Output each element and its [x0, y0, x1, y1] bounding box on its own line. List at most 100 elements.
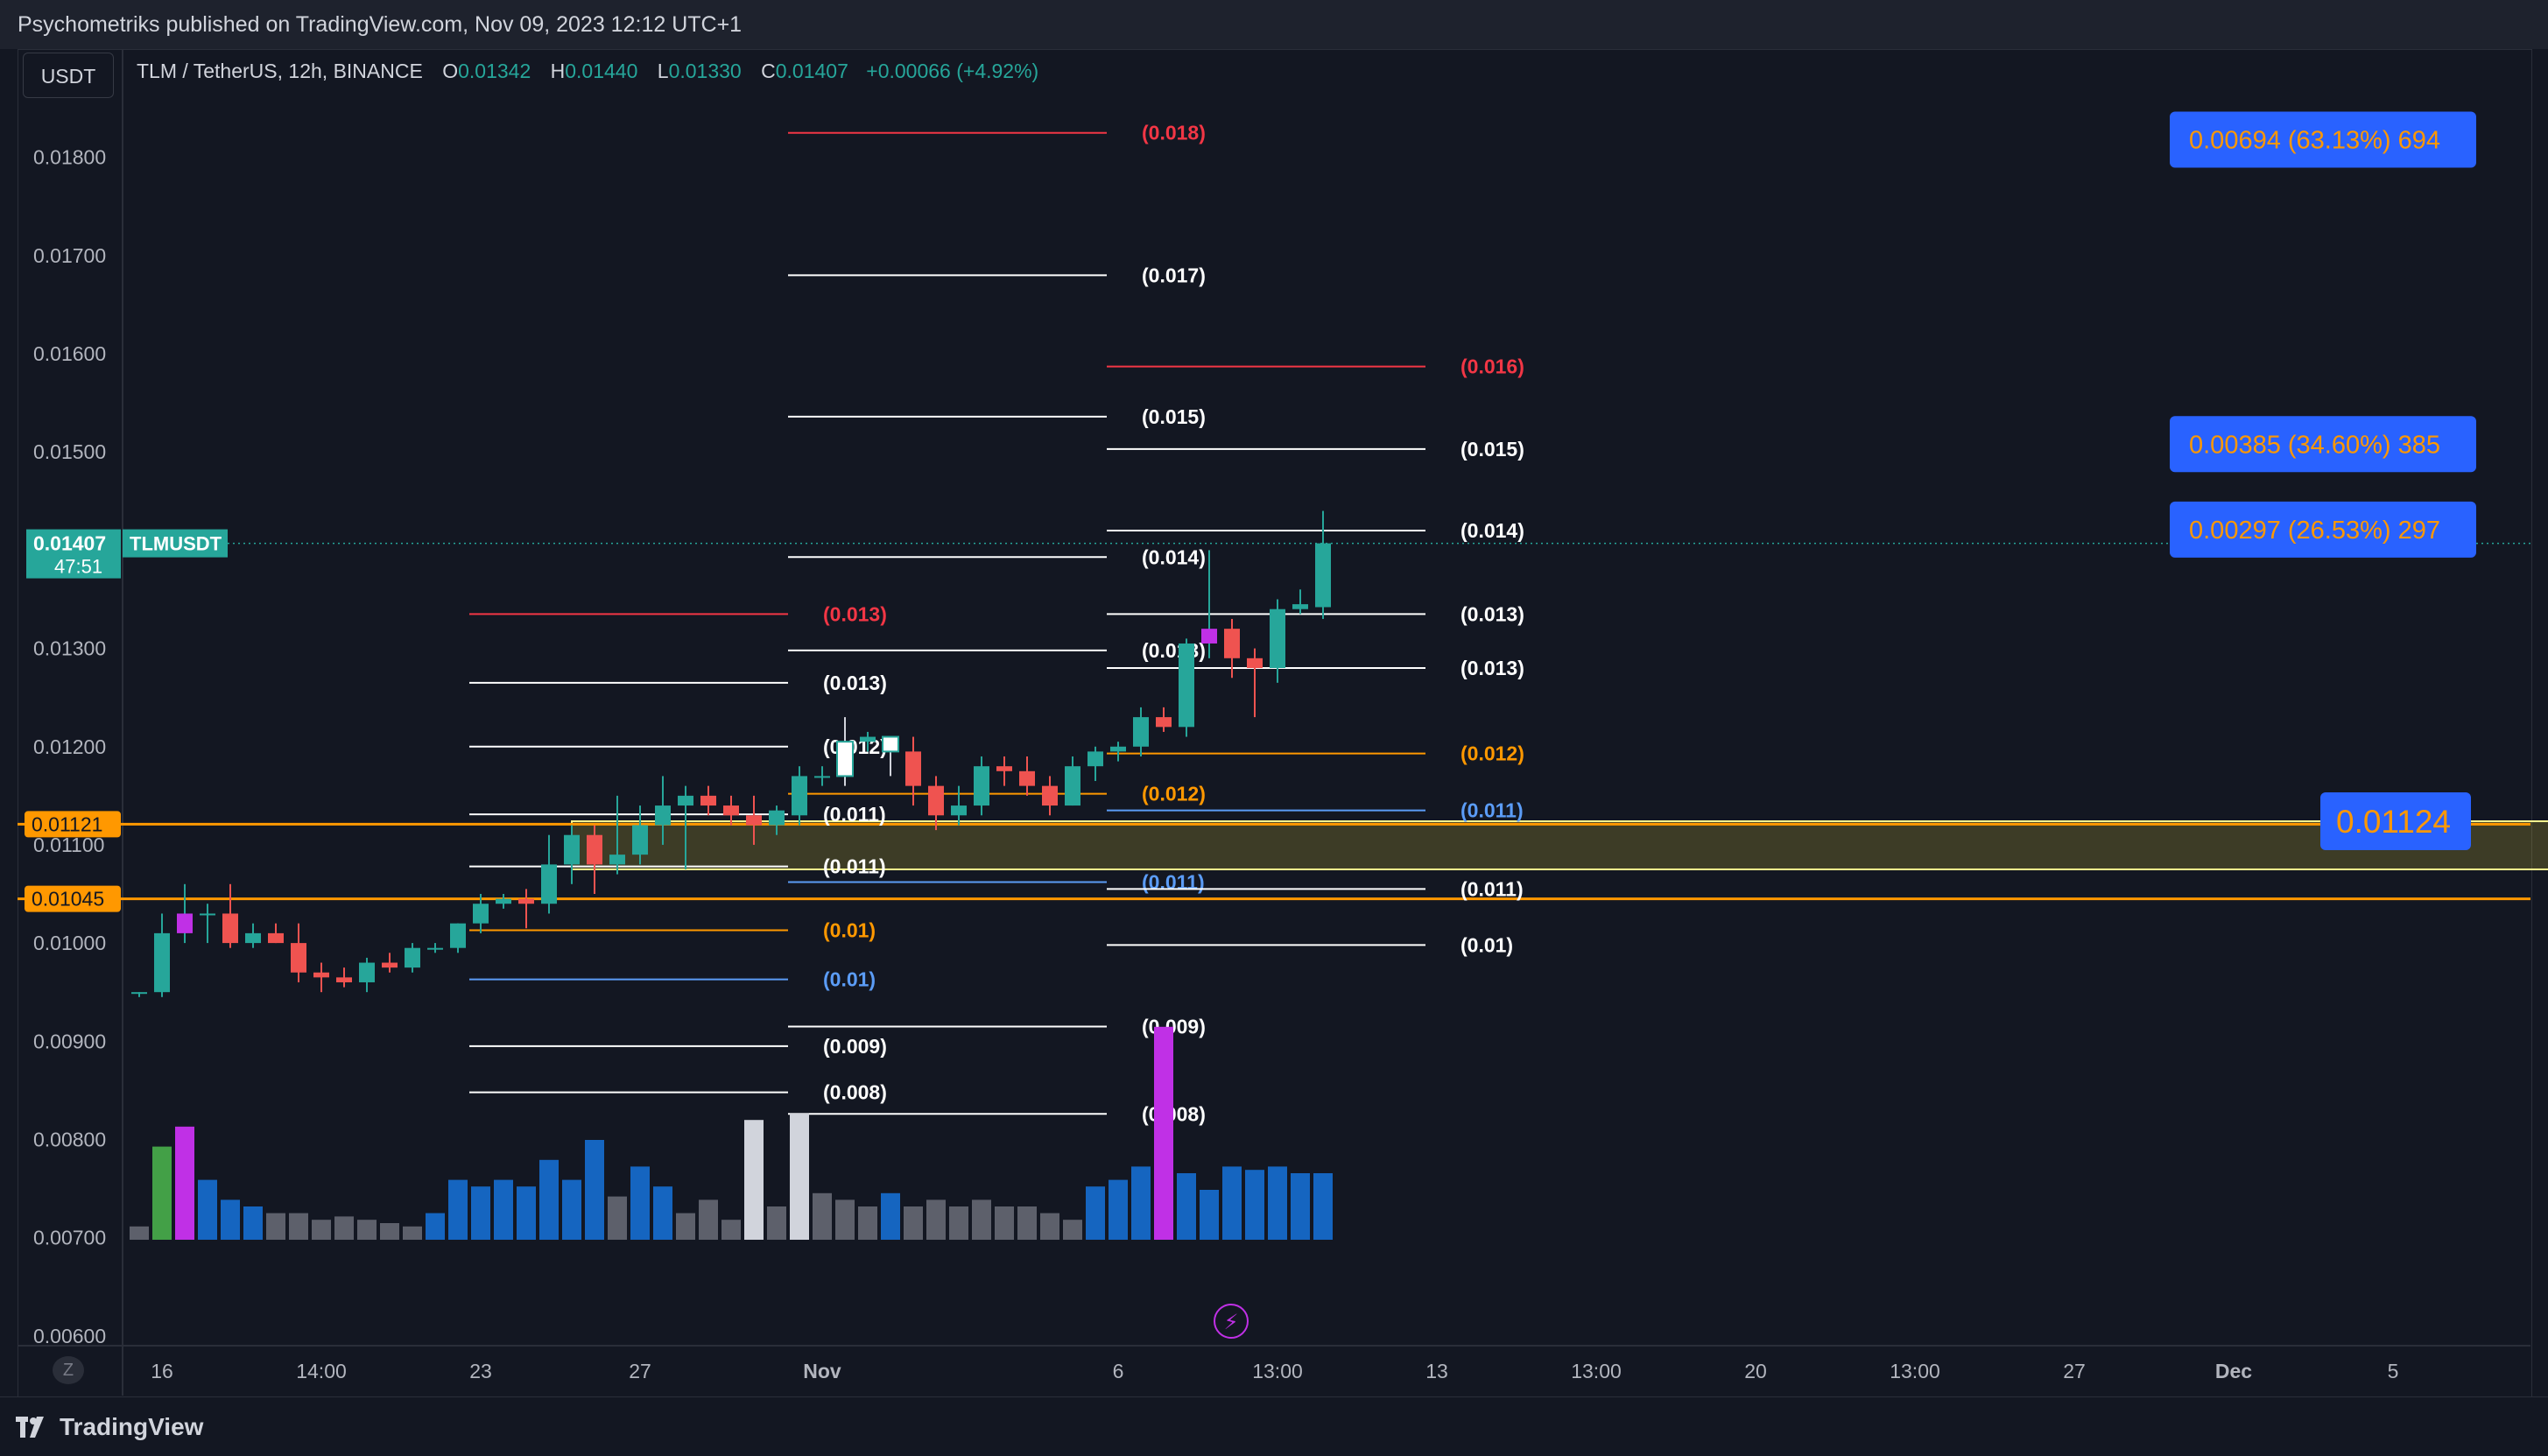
candle-body [1224, 629, 1240, 658]
candle-body [951, 805, 967, 816]
candle-body [928, 785, 944, 816]
volume-bar [1154, 1026, 1173, 1240]
candle-body [177, 913, 193, 933]
candle-body [541, 864, 557, 904]
candle-body [268, 932, 284, 944]
volume-bar [221, 1199, 240, 1240]
candle-body [655, 805, 671, 826]
open-label: O [442, 60, 459, 82]
fib-level-label: (0.015) [1461, 438, 1524, 461]
candle-body [1110, 746, 1126, 752]
fib-level-label: (0.014) [1461, 519, 1524, 542]
y-tick-label: 0.01800 [33, 146, 106, 169]
candle-body [1315, 543, 1331, 608]
zone-price-label: 0.01124 [2336, 804, 2451, 840]
volume-bar [517, 1186, 536, 1240]
volume-bar [266, 1213, 285, 1240]
low-label: L [657, 60, 669, 82]
candle-body [746, 815, 762, 826]
volume-bar [630, 1166, 650, 1240]
volume-bar [926, 1199, 946, 1240]
y-tick-label: 0.00900 [33, 1030, 106, 1052]
lightning-icon[interactable]: ⚡ [1214, 1304, 1249, 1339]
volume-bar [653, 1186, 672, 1240]
volume-bar [289, 1213, 308, 1240]
volume-bar [1017, 1206, 1037, 1240]
candle-body [814, 776, 830, 778]
candle-body [359, 962, 375, 982]
fib-level-label: (0.012) [823, 735, 887, 758]
candle-body [1019, 770, 1035, 786]
close-value: 0.01407 [775, 60, 848, 82]
volume-bar [858, 1206, 877, 1240]
target-label: 0.00297 (26.53%) 297 [2189, 517, 2440, 545]
volume-bar [1131, 1166, 1151, 1240]
y-tick-label: 0.01500 [33, 440, 106, 463]
last-price-badge [26, 529, 121, 579]
volume-bar [357, 1220, 377, 1240]
y-tick-label: 0.01700 [33, 244, 106, 267]
volume-bar [562, 1179, 581, 1240]
volume-bar [243, 1206, 263, 1240]
symbol-badge-label: TLMUSDT [130, 533, 222, 555]
tradingview-logo-icon [16, 1417, 44, 1438]
candle-body [222, 913, 238, 944]
currency-button[interactable]: USDT [23, 53, 114, 98]
volume-bar [539, 1159, 559, 1240]
fib-level-label: (0.011) [823, 803, 886, 826]
open-value: 0.01342 [458, 60, 531, 82]
volume-bar [721, 1220, 741, 1240]
fib-level-label: (0.008) [823, 1081, 887, 1104]
symbol-text: TLM / TetherUS, 12h, BINANCE [137, 60, 423, 82]
volume-bar [403, 1226, 422, 1240]
high-value: 0.01440 [565, 60, 638, 82]
x-tick-label: 23 [469, 1360, 492, 1382]
candle-body [131, 992, 147, 995]
x-tick-label: 6 [1113, 1360, 1124, 1382]
candle-body [1042, 785, 1058, 806]
x-tick-label: Nov [803, 1360, 841, 1382]
volume-bar [471, 1186, 490, 1240]
volume-bar [585, 1140, 604, 1240]
zone-price-badge [2320, 792, 2471, 851]
zoom-key-badge[interactable]: Z [53, 1356, 84, 1384]
candle-body [723, 805, 739, 816]
target-badge [2170, 416, 2476, 473]
candle-body [1133, 717, 1149, 747]
y-tick-label: 0.01300 [33, 637, 106, 660]
x-tick-label: 27 [629, 1360, 651, 1382]
candle-body [382, 962, 398, 968]
x-tick-label: 27 [2063, 1360, 2086, 1382]
candle-body [245, 932, 261, 944]
price-line-badge [25, 885, 121, 912]
candle-body [587, 834, 602, 865]
target-badge [2170, 501, 2476, 558]
candle-body [860, 736, 876, 742]
fib-level-label: (0.01) [1461, 933, 1513, 956]
low-value: 0.01330 [668, 60, 742, 82]
volume-bar [380, 1223, 399, 1240]
volume-bar [1063, 1220, 1082, 1240]
candle-body [996, 766, 1012, 771]
volume-bar [1086, 1186, 1105, 1240]
candle-body [974, 766, 989, 806]
volume-bar [1200, 1190, 1219, 1240]
candle-body [1292, 604, 1308, 609]
volume-bar [448, 1179, 468, 1240]
price-line-label: 0.01045 [32, 888, 104, 911]
high-label: H [550, 60, 566, 82]
volume-bar [198, 1179, 217, 1240]
fib-level-label: (0.013) [823, 672, 887, 694]
target-label: 0.00385 (34.60%) 385 [2189, 431, 2440, 459]
volume-bar [881, 1192, 900, 1240]
x-tick-label: 20 [1744, 1360, 1767, 1382]
fib-level-label: (0.017) [1142, 264, 1206, 286]
fib-level-label: (0.013) [823, 602, 887, 625]
y-tick-label: 0.01200 [33, 735, 106, 758]
fib-level-label: (0.011) [1142, 871, 1205, 894]
candle-body [518, 898, 534, 904]
volume-bar [790, 1113, 809, 1240]
candle-body [700, 795, 716, 806]
x-tick-label: 14:00 [296, 1360, 347, 1382]
